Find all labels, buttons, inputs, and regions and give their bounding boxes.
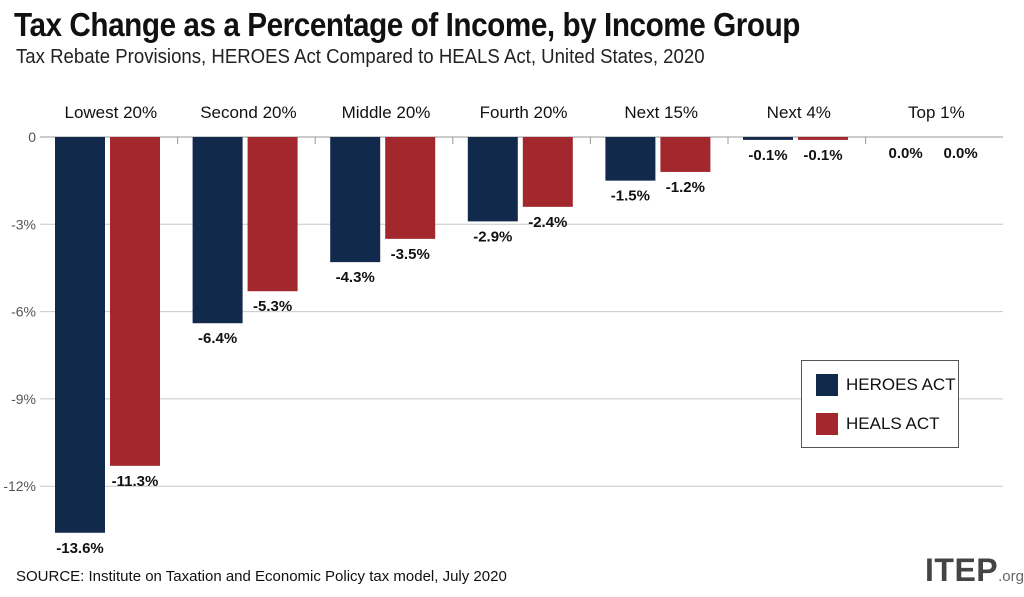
legend-label-heals: HEALS ACT [846,414,940,433]
data-label-heals: 0.0% [943,145,977,162]
legend: HEROES ACT HEALS ACT [801,360,959,448]
y-tick-label: -6% [11,304,36,320]
legend-item-heals: HEALS ACT [816,413,940,435]
data-label-heals: -5.3% [253,298,292,315]
data-label-heals: -0.1% [803,147,842,164]
category-label: Lowest 20% [64,103,157,122]
bar-heals [522,137,573,207]
category-label: Fourth 20% [480,103,568,122]
y-tick-label: 0 [28,129,36,145]
data-label-heals: -1.2% [666,179,705,196]
logo-main: ITEP [925,552,999,588]
source-note: SOURCE: Institute on Taxation and Econom… [16,568,507,585]
legend-item-heroes: HEROES ACT [816,374,956,396]
itep-logo: ITEP.org [925,552,1024,589]
bar-heroes [467,137,518,222]
category-label: Second 20% [200,103,296,122]
legend-label-heroes: HEROES ACT [846,375,956,394]
data-label-heals: -3.5% [391,246,430,263]
category-label: Top 1% [908,103,965,122]
data-label-heals: -11.3% [112,473,159,490]
logo-suffix: .org [998,568,1024,585]
bar-heals [660,137,711,172]
legend-swatch-heroes [816,374,838,396]
bar-heroes [330,137,381,263]
data-label-heroes: -2.9% [473,228,512,245]
bar-heroes [743,137,793,140]
data-label-heroes: -0.1% [748,147,787,164]
data-label-heroes: 0.0% [888,145,922,162]
category-label: Next 15% [624,103,698,122]
data-label-heroes: -6.4% [198,330,237,347]
chart-subtitle: Tax Rebate Provisions, HEROES Act Compar… [16,46,705,68]
data-label-heroes: -1.5% [611,188,650,205]
bar-heroes [192,137,243,324]
category-label: Middle 20% [342,103,431,122]
bar-heroes [55,137,105,533]
data-label-heals: -2.4% [528,214,567,231]
data-label-heroes: -4.3% [336,269,375,286]
y-tick-label: -3% [11,216,36,232]
chart-title: Tax Change as a Percentage of Income, by… [14,6,800,43]
y-tick-label: -9% [11,391,36,407]
bar-heroes [605,137,656,181]
data-label-heroes: -13.6% [56,540,104,557]
bar-heals [798,137,848,140]
bar-heals [385,137,436,239]
legend-swatch-heals [816,413,838,435]
category-label: Next 4% [767,103,831,122]
bar-heals [110,137,160,466]
y-tick-label: -12% [3,478,36,494]
bar-heals [247,137,298,292]
